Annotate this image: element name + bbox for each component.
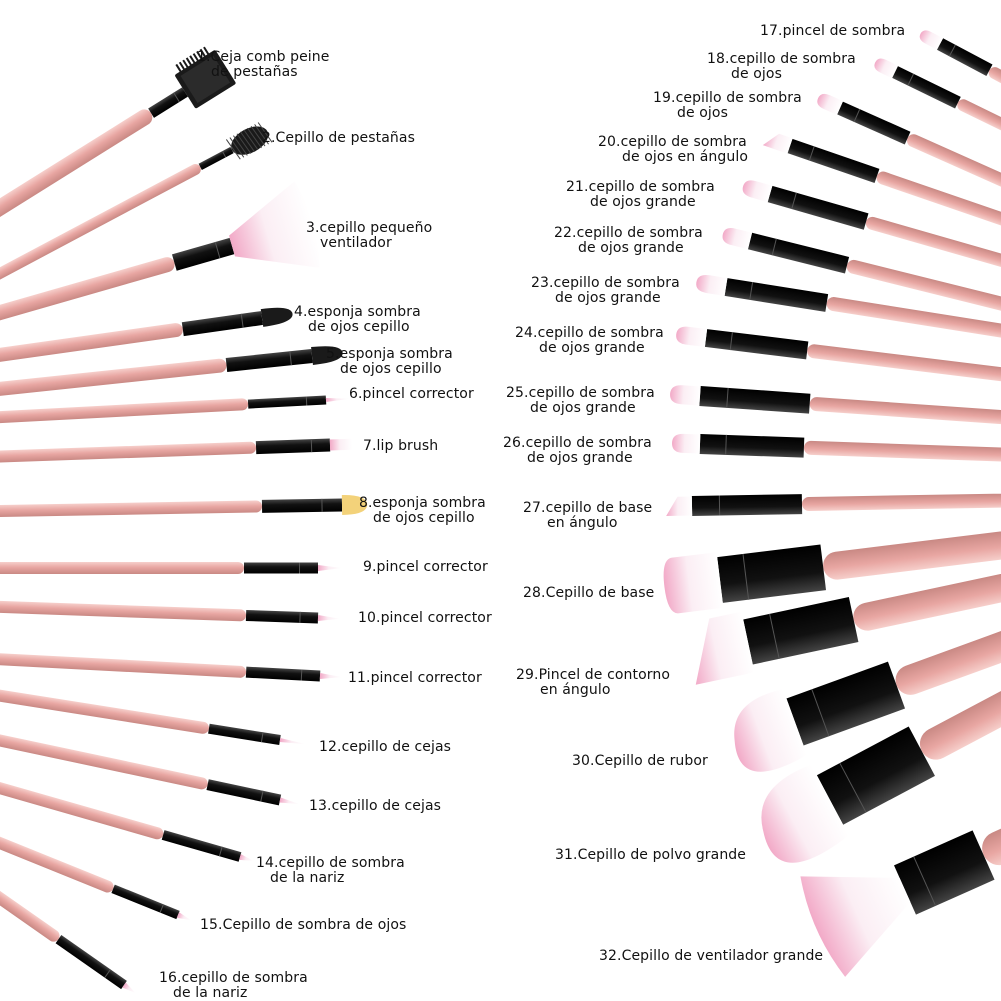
brush-label-16: 16.cepillo de sombra de la nariz xyxy=(159,970,308,1001)
brush-label-13: 13.cepillo de cejas xyxy=(309,798,442,814)
brush-22 xyxy=(722,228,1001,610)
brush-31 xyxy=(761,85,1001,863)
brush-label-24: 24.cepillo de sombra de ojos grande xyxy=(515,325,664,356)
brush-label-22: 22.cepillo de sombra de ojos grande xyxy=(554,225,703,256)
brush-label-7: 7.lip brush xyxy=(363,438,439,454)
brush-label-8: 8.esponja sombra de ojos cepillo xyxy=(359,495,486,526)
brush-28 xyxy=(663,384,1001,614)
brush-16 xyxy=(0,133,136,994)
brush-label-5: 5.esponja sombra de ojos cepillo xyxy=(326,346,453,377)
brush-8 xyxy=(0,495,368,537)
brush-label-4: 4.esponja sombra de ojos cepillo xyxy=(294,304,421,335)
brush-6 xyxy=(0,395,350,484)
brush-label-3: 3.cepillo pequeño ventilador xyxy=(306,220,433,251)
brush-23 xyxy=(696,274,1001,528)
brush-30 xyxy=(734,196,1001,772)
brush-17 xyxy=(919,30,1001,731)
brush-label-15: 15.Cepillo de sombra de ojos xyxy=(200,917,407,933)
brush-10 xyxy=(0,560,340,624)
brush-label-11: 11.pincel corrector xyxy=(348,670,482,686)
brush-label-23: 23.cepillo de sombra de ojos grande xyxy=(531,275,680,306)
brush-label-10: 10.pincel corrector xyxy=(358,610,492,626)
brush-label-18: 18.cepillo de sombra de ojos xyxy=(707,51,856,82)
brush-11 xyxy=(0,593,342,682)
brush-18 xyxy=(874,58,1001,720)
brush-label-31: 31.Cepillo de polvo grande xyxy=(555,847,747,863)
brush-label-19: 19.cepillo de sombra de ojos xyxy=(653,90,802,121)
brush-4 xyxy=(0,307,293,531)
brush-14 xyxy=(0,444,254,862)
brush-label-9: 9.pincel corrector xyxy=(363,559,488,575)
brush-25 xyxy=(670,385,1001,508)
brush-label-26: 26.cepillo de sombra de ojos grande xyxy=(503,435,652,466)
brush-24 xyxy=(676,326,1001,528)
brush-12 xyxy=(0,504,306,745)
brush-7 xyxy=(0,438,353,503)
brush-26 xyxy=(672,433,1001,504)
brush-label-30: 30.Cepillo de rubor xyxy=(572,753,708,769)
brush-label-25: 25.cepillo de sombra de ojos grande xyxy=(506,385,655,416)
brush-2 xyxy=(0,122,273,828)
brush-label-21: 21.cepillo de sombra de ojos grande xyxy=(566,179,715,210)
brush-20 xyxy=(762,133,1001,637)
brush-27 xyxy=(666,472,1001,516)
brush-label-1: 1.Ceja comb peine de pestañas xyxy=(197,49,330,80)
brush-label-20: 20.cepillo de sombra de ojos en ángulo xyxy=(598,134,749,165)
brush-29 xyxy=(695,317,1001,685)
brush-32 xyxy=(800,275,1001,977)
brush-13 xyxy=(0,488,300,806)
brush-label-29: 29.Pincel de contorno en ángulo xyxy=(516,667,671,698)
brush-label-28: 28.Cepillo de base xyxy=(523,585,655,601)
brush-label-2: 2.Cepillo de pestañas xyxy=(262,130,415,146)
brush-19 xyxy=(817,93,1001,712)
brush-label-6: 6.pincel corrector xyxy=(349,386,474,402)
brush-21 xyxy=(742,180,1001,613)
brush-5 xyxy=(0,346,343,518)
brush-label-32: 32.Cepillo de ventilador grande xyxy=(599,948,824,964)
brush-label-12: 12.cepillo de cejas xyxy=(319,739,452,755)
brush-15 xyxy=(0,360,191,921)
brush-1 xyxy=(0,46,236,859)
brush-9 xyxy=(0,562,342,574)
brush-3 xyxy=(0,181,320,654)
brush-label-14: 14.cepillo de sombra de la nariz xyxy=(256,855,405,886)
brush-label-17: 17.pincel de sombra xyxy=(760,23,906,39)
brush-label-27: 27.cepillo de base en ángulo xyxy=(523,500,653,531)
